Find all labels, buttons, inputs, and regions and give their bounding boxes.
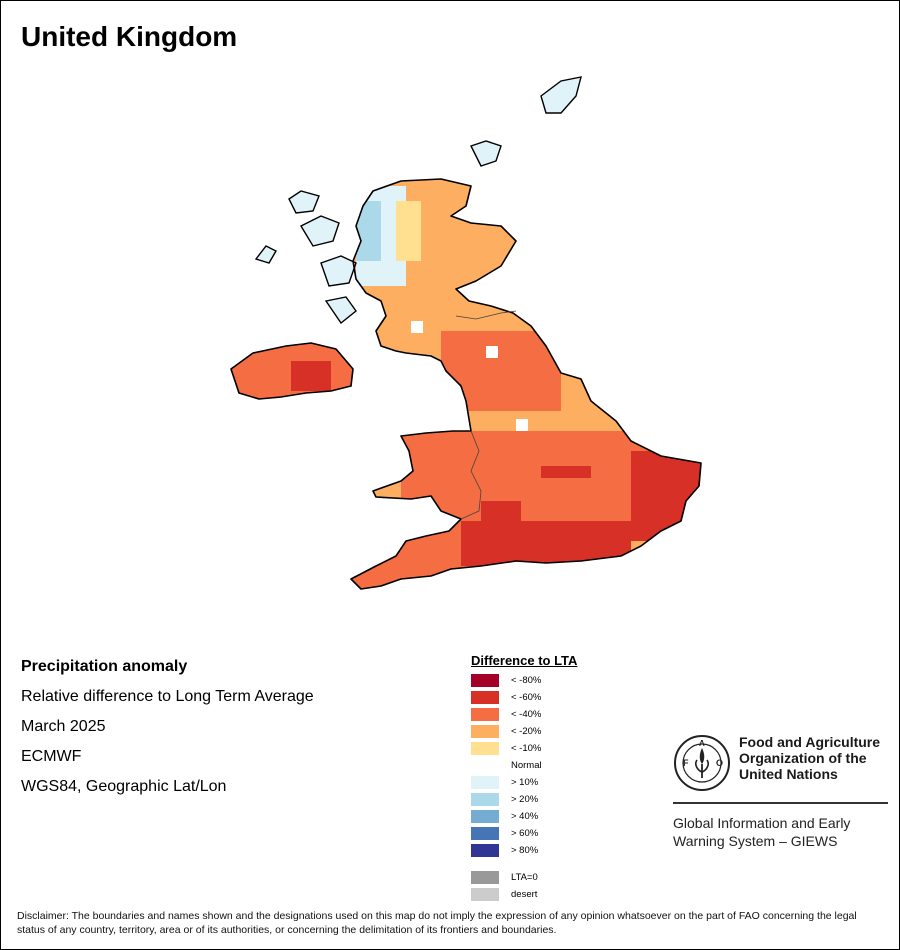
legend-label: > 20% — [511, 793, 539, 805]
legend-label: < -40% — [511, 708, 542, 720]
legend-label: LTA=0 — [511, 871, 538, 883]
legend-swatch — [471, 887, 499, 901]
info-projection: WGS84, Geographic Lat/Lon — [21, 778, 227, 795]
svg-text:A: A — [699, 739, 705, 748]
legend-swatch — [471, 741, 499, 755]
legend-label: desert — [511, 888, 538, 900]
legend: Difference to LTA < -80% < -60% < -40% <… — [471, 653, 578, 901]
giews-system-name: Global Information and Early Warning Sys… — [673, 814, 888, 850]
legend-item: > 20% — [471, 792, 538, 806]
map-info: Precipitation anomaly Relative differenc… — [21, 657, 314, 807]
disclaimer: Disclaimer: The boundaries and names sho… — [17, 910, 857, 936]
legend-item: < -80% — [471, 673, 541, 687]
legend-label: > 10% — [511, 776, 539, 788]
legend-label: < -60% — [511, 691, 542, 703]
legend-swatch — [471, 843, 499, 857]
legend-label: > 40% — [511, 810, 539, 822]
legend-swatch — [471, 826, 499, 840]
legend-item: < -20% — [471, 724, 541, 738]
legend-item: < -60% — [471, 690, 541, 704]
legend-label: > 60% — [511, 827, 539, 839]
info-period: March 2025 — [21, 718, 106, 735]
legend-item: < -10% — [471, 741, 541, 755]
legend-item: Normal — [471, 758, 542, 772]
legend-swatch — [471, 809, 499, 823]
info-subtitle: Relative difference to Long Term Average — [21, 688, 314, 705]
legend-item: > 80% — [471, 843, 538, 857]
legend-label: Normal — [511, 759, 542, 771]
legend-item: < -40% — [471, 707, 541, 721]
legend-swatch — [471, 673, 499, 687]
legend-item-extra: desert — [471, 887, 537, 901]
legend-swatch — [471, 775, 499, 789]
svg-text:F: F — [683, 758, 689, 768]
fao-org-line: Food and Agriculture — [739, 734, 881, 750]
legend-swatch — [471, 724, 499, 738]
giews-line: Global Information and Early — [673, 815, 851, 831]
legend-swatch — [471, 690, 499, 704]
legend-item: > 40% — [471, 809, 538, 823]
fao-divider — [673, 802, 888, 804]
svg-text:O: O — [716, 758, 723, 768]
legend-item-extra: LTA=0 — [471, 870, 538, 884]
legend-swatch — [471, 758, 499, 772]
map-title: United Kingdom — [21, 21, 238, 52]
precipitation-map — [230, 76, 702, 590]
fao-org-line: Organization of the — [739, 750, 867, 766]
giews-line: Warning System – GIEWS — [673, 833, 838, 849]
legend-label: < -80% — [511, 674, 542, 686]
fao-organization-name: Food and Agriculture Organization of the… — [739, 734, 899, 782]
legend-item: > 60% — [471, 826, 538, 840]
legend-swatch — [471, 870, 499, 884]
info-heading: Precipitation anomaly — [21, 658, 188, 675]
legend-label: < -10% — [511, 742, 542, 754]
fao-logo-icon: F A O — [674, 735, 730, 791]
fao-branding: F A O Food and Agriculture Organization … — [673, 734, 888, 849]
info-source: ECMWF — [21, 748, 82, 765]
legend-label: > 80% — [511, 844, 539, 856]
legend-label: < -20% — [511, 725, 542, 737]
legend-swatch — [471, 792, 499, 806]
legend-swatch — [471, 707, 499, 721]
legend-title: Difference to LTA — [471, 653, 578, 668]
legend-item: > 10% — [471, 775, 538, 789]
fao-org-line: United Nations — [739, 766, 838, 782]
